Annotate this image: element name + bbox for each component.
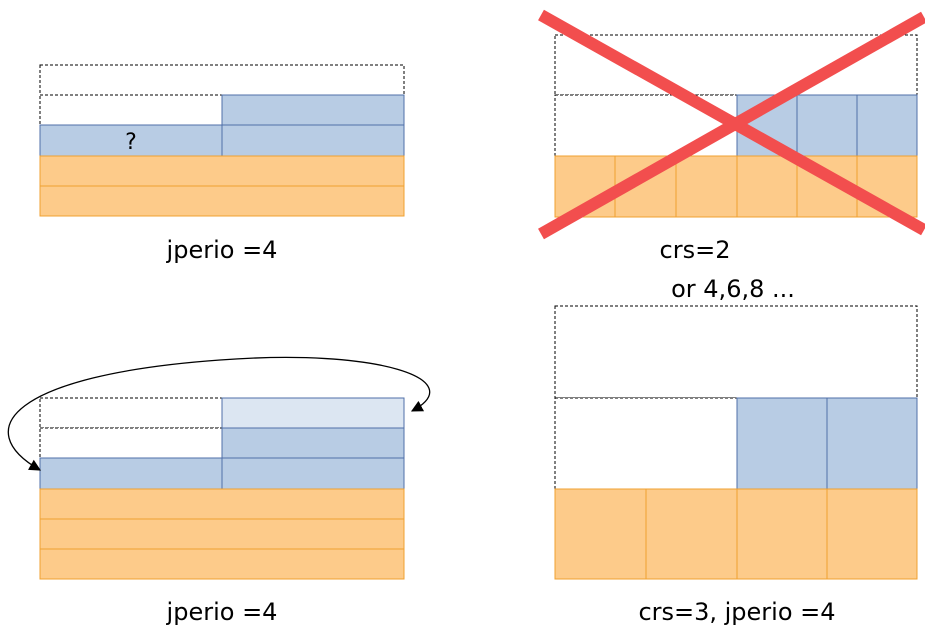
caption-top-left: jperio =4: [166, 236, 278, 264]
empty-half-cell: [39, 94, 223, 126]
panel-bottom-left: jperio =4: [7, 356, 431, 626]
blue-cell: [39, 124, 223, 157]
empty-dashed-block: [554, 34, 918, 96]
orange-cell: [554, 488, 647, 580]
blue-cell: [796, 94, 858, 157]
caption-top-right-line2: or 4,6,8 ...: [671, 275, 795, 303]
orange-cell: [736, 155, 798, 218]
blue-cell: [39, 457, 223, 490]
light-blue-cell: [221, 397, 405, 429]
blue-cell: [221, 124, 405, 157]
question-mark: ?: [125, 130, 137, 155]
blue-cell: [736, 397, 828, 490]
blue-cell: [221, 457, 405, 490]
panel-top-left: ? jperio =4: [39, 64, 405, 264]
periodic-wrap-arrow: [7, 356, 431, 471]
orange-cell: [675, 155, 738, 218]
panel-top-right: crs=2 or 4,6,8 ...: [538, 9, 925, 303]
empty-half-cell: [39, 397, 223, 429]
orange-row: [39, 518, 405, 550]
empty-half-cell: [39, 427, 223, 459]
orange-row: [39, 548, 405, 580]
panel-bottom-right: crs=3, jperio =4: [554, 305, 918, 626]
caption-bottom-right: crs=3, jperio =4: [638, 598, 835, 626]
cross-out-stroke: [538, 11, 925, 240]
orange-cell: [645, 488, 738, 580]
orange-cell: [826, 488, 918, 580]
orange-row: [39, 185, 405, 217]
blue-cell: [856, 94, 918, 157]
blue-cell: [221, 427, 405, 459]
orange-row: [39, 155, 405, 187]
orange-cell: [736, 488, 828, 580]
blue-cell: [221, 94, 405, 126]
caption-top-right-line1: crs=2: [660, 236, 731, 264]
empty-half-cell: [554, 397, 738, 490]
caption-bottom-left: jperio =4: [166, 598, 278, 626]
orange-row: [39, 488, 405, 520]
empty-dashed-block: [554, 305, 918, 399]
blue-cell: [826, 397, 918, 490]
empty-dashed-row: [39, 64, 405, 96]
